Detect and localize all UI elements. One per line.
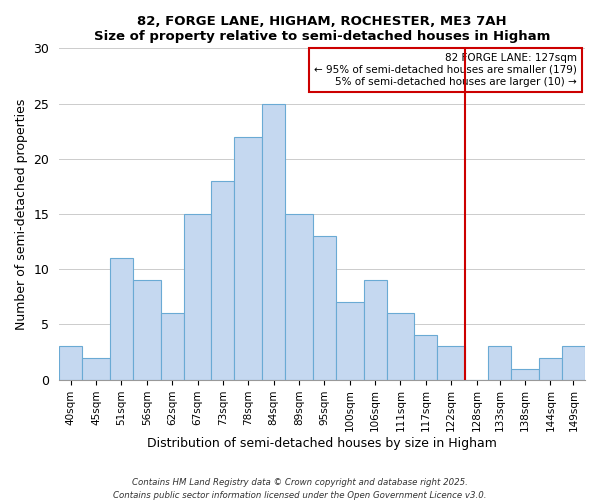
- Bar: [184, 214, 211, 380]
- Bar: [488, 346, 511, 380]
- Bar: [285, 214, 313, 380]
- Bar: [562, 346, 585, 380]
- Text: Contains HM Land Registry data © Crown copyright and database right 2025.
Contai: Contains HM Land Registry data © Crown c…: [113, 478, 487, 500]
- Bar: [539, 358, 562, 380]
- Bar: [437, 346, 465, 380]
- Bar: [262, 104, 285, 380]
- Title: 82, FORGE LANE, HIGHAM, ROCHESTER, ME3 7AH
Size of property relative to semi-det: 82, FORGE LANE, HIGHAM, ROCHESTER, ME3 7…: [94, 15, 550, 43]
- Bar: [82, 358, 110, 380]
- Bar: [415, 336, 437, 380]
- Bar: [110, 258, 133, 380]
- X-axis label: Distribution of semi-detached houses by size in Higham: Distribution of semi-detached houses by …: [147, 437, 497, 450]
- Bar: [235, 136, 262, 380]
- Y-axis label: Number of semi-detached properties: Number of semi-detached properties: [15, 98, 28, 330]
- Bar: [336, 302, 364, 380]
- Bar: [511, 368, 539, 380]
- Bar: [133, 280, 161, 380]
- Bar: [161, 314, 184, 380]
- Bar: [364, 280, 386, 380]
- Bar: [313, 236, 336, 380]
- Text: 82 FORGE LANE: 127sqm
← 95% of semi-detached houses are smaller (179)
5% of semi: 82 FORGE LANE: 127sqm ← 95% of semi-deta…: [314, 54, 577, 86]
- Bar: [59, 346, 82, 380]
- Bar: [211, 181, 235, 380]
- Bar: [386, 314, 415, 380]
